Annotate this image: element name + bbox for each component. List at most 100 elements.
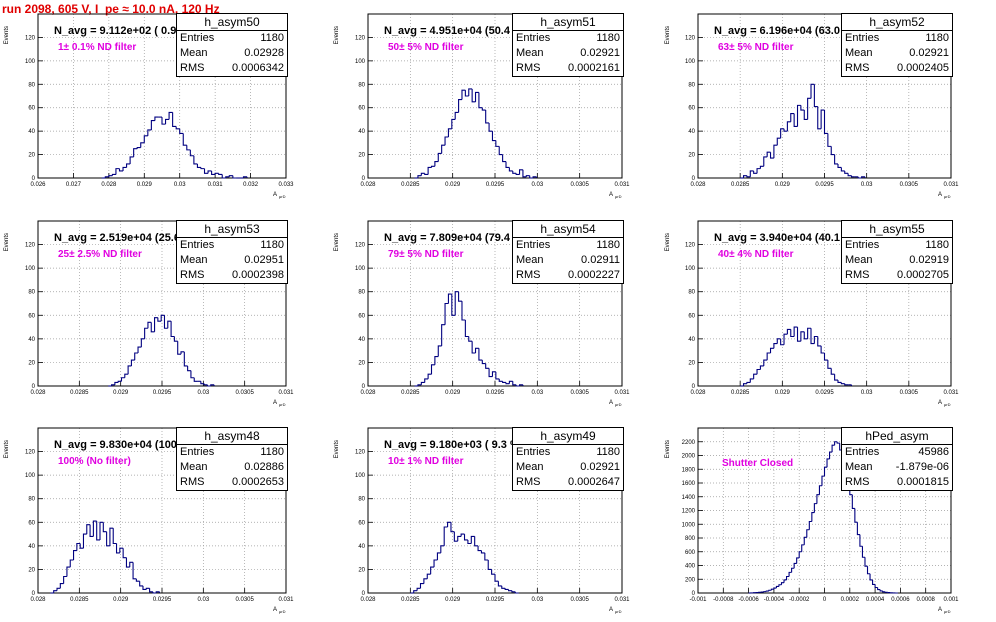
chart-h_asym49-bin: [433, 559, 438, 568]
chart-h_asym51-xtick-label: 0.0295: [486, 182, 505, 188]
chart-h_asym52-stats-mean: Mean 0.02921: [842, 46, 952, 61]
chart-h_asym48-xlabel-subscript: μrD: [279, 609, 286, 614]
chart-h_asym51-ytick-label: 80: [358, 82, 365, 88]
chart-h_asym49-bin: [474, 536, 479, 547]
chart-h_asym55-filter-note: 40± 4% ND filter: [718, 249, 794, 260]
chart-hPed_asym-ytick-label: 1600: [682, 481, 696, 487]
chart-h_asym48-frame: [37, 427, 287, 594]
chart-h_asym55-xtick-label: 0.029: [775, 390, 791, 396]
chart-h_asym51-bin: [461, 89, 466, 100]
chart-h_asym50-xtick-label: 0.026: [30, 182, 46, 188]
chart-h_asym48-ytick-label: 20: [28, 567, 35, 573]
chart-h_asym49-bin: [514, 591, 519, 594]
chart-h_asym48-bin: [79, 543, 84, 549]
chart-hPed_asym-bin: [829, 451, 833, 459]
chart-h_asym49-bin: [436, 552, 441, 560]
stats-value: 0.02921: [909, 47, 949, 59]
chart-h_asym50-stats-title: h_asym50: [177, 14, 287, 31]
chart-h_asym55-xlabel-subscript: μrD: [944, 402, 951, 407]
chart-h_asym52-bin: [766, 151, 771, 157]
chart-h_asym48-bin: [69, 559, 74, 568]
run-title: run 2098, 605 V, I_pe ≈ 10.0 nA, 120 Hz: [2, 2, 220, 16]
chart-h_asym48-xtick-label: 0.028: [30, 597, 46, 603]
chart-h_asym53-bin: [111, 384, 115, 386]
chart-h_asym50-bin: [207, 170, 212, 174]
chart-h_asym48-ytick-label: 0: [32, 591, 36, 597]
chart-h_asym50-xtick-label: 0.029: [137, 182, 153, 188]
chart-h_asym50-xtick-label: 0.032: [243, 182, 259, 188]
chart-h_asym55-ytick-label: 40: [688, 337, 695, 343]
chart-h_asym52-bin: [742, 175, 747, 178]
chart-h_asym54-frame: [367, 220, 623, 387]
chart-hPed_asym-bin: [834, 441, 838, 446]
chart-h_asym53-ytick-label: 60: [28, 313, 35, 319]
chart-h_asym54-bin: [519, 384, 523, 386]
chart-h_asym48-bin: [155, 591, 160, 593]
chart-h_asym55-bin: [749, 378, 754, 383]
chart-h_asym52-bin: [759, 165, 764, 169]
chart-h_asym55-bin: [753, 373, 758, 379]
chart-h_asym48-bin: [72, 550, 77, 560]
chart-h_asym52-ytick-label: 120: [685, 35, 696, 41]
chart-h_asym54-bin: [430, 364, 435, 375]
chart-hPed_asym-bin: [765, 590, 769, 592]
chart-h_asym53-xtick-label: 0.0305: [235, 390, 254, 396]
chart-hPed_asym-bin: [823, 466, 828, 477]
chart-h_asym54-bin: [515, 384, 520, 387]
chart-h_asym50-xtick-label: 0.033: [278, 182, 294, 188]
chart-hPed_asym-bin: [801, 544, 805, 552]
chart-h_asym48-bin: [76, 542, 81, 551]
chart-h_asym49-xtick-label: 0.0305: [570, 597, 589, 603]
chart-h_asym50-bin: [143, 135, 148, 143]
chart-h_asym54-bin: [485, 363, 490, 369]
chart-h_asym52-bin: [807, 97, 812, 120]
chart-h_asym53-bin: [127, 365, 132, 375]
chart-h_asym53-bin: [177, 341, 182, 355]
chart-hPed_asym-xtick-label: -0.0004: [764, 597, 785, 603]
stats-value: 0.0002647: [568, 476, 620, 488]
chart-h_asym54-stats-mean: Mean 0.02911: [513, 253, 623, 268]
chart-h_asym52-xtick-label: 0.03: [861, 182, 873, 188]
chart-h_asym49-bin: [460, 533, 465, 537]
chart-h_asym49-bin: [470, 535, 475, 544]
chart-h_asym51-bin: [515, 173, 520, 176]
chart-h_asym53-xtick-label: 0.03: [197, 390, 209, 396]
chart-h_asym52-xtick-label: 0.031: [943, 182, 959, 188]
chart-hPed_asym-xtick-label: 0.0008: [917, 597, 936, 603]
chart-hPed_asym-ytick-label: 800: [685, 536, 696, 542]
chart-h_asym53-bin: [147, 321, 152, 329]
chart-h_asym55-bin: [780, 338, 785, 346]
chart-h_asym51-xlabel-subscript: μrD: [615, 194, 622, 199]
chart-h_asym50-bin: [133, 148, 138, 157]
chart-h_asym53-bin: [160, 314, 165, 322]
chart-h_asym49-bin: [494, 574, 499, 582]
chart-h_asym48-xtick-label: 0.029: [113, 597, 129, 603]
chart-h_asym53-ytick-label: 120: [25, 243, 36, 249]
chart-h_asym49-frame: [367, 427, 623, 594]
chart-h_asym50-bin: [154, 116, 159, 121]
chart-h_asym54-bin: [478, 348, 483, 361]
chart-hPed_asym-bin: [806, 529, 810, 538]
chart-h_asym55-bin: [783, 333, 788, 345]
chart-h_asym55-bin: [773, 343, 778, 349]
chart-hPed_asym-bin: [821, 475, 825, 486]
chart-h_asym50-filter-note: 1± 0.1% ND filter: [58, 42, 137, 53]
chart-h_asym52-navg: N_avg = 6.196e+04 (63.0 %): [714, 25, 857, 37]
chart-h_asym50-stats-rms: RMS 0.0006342: [177, 61, 287, 76]
stats-label: Mean: [180, 47, 208, 59]
chart-hPed_asym-bin: [793, 562, 797, 569]
chart-h_asym50-stats-box: h_asym50 Entries 1180 Mean 0.02928 RMS 0.00063…: [176, 13, 288, 77]
chart-h_asym55-navg: N_avg = 3.940e+04 (40.1 %): [714, 232, 857, 244]
chart-h_asym54-ytick-label: 0: [362, 384, 366, 390]
chart-hPed_asym-ylabel: Events: [665, 440, 671, 458]
chart-h_asym49-bin: [450, 522, 455, 533]
chart-h_asym49-stats-box: h_asym49 Entries 1180 Mean 0.02921 RMS 0.00026…: [512, 427, 624, 491]
chart-hPed_asym-bin: [775, 585, 779, 589]
chart-hPed_asym-bin: [818, 485, 822, 495]
chart-h_asym52-bin: [847, 173, 852, 177]
chart-h_asym50-ytick-label: 20: [28, 153, 35, 159]
chart-h_asym48-bin: [53, 590, 58, 593]
chart-h_asym55-ytick-label: 120: [685, 243, 696, 249]
chart-h_asym52-xtick-label: 0.0305: [900, 182, 919, 188]
chart-h_asym51-ytick-label: 20: [358, 153, 365, 159]
